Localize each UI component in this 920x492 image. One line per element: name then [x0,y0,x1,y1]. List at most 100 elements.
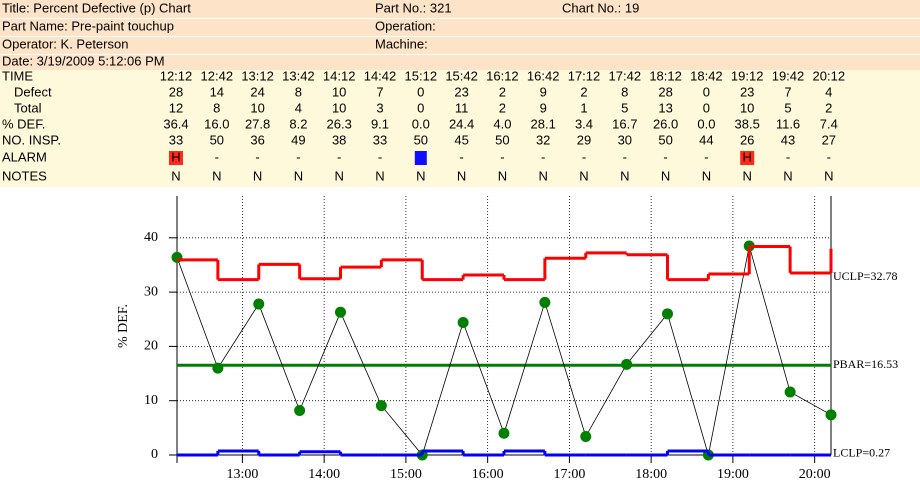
cell: 2 [580,84,587,99]
cell: 14:12 [323,68,356,83]
cell: 16.0 [204,116,229,131]
cell: 8 [213,100,220,115]
cell: N [824,168,833,183]
y-tick-label: 40 [144,230,158,245]
cell: 12:12 [160,68,193,83]
cell: N [171,168,180,183]
limit-label: UCLP=32.78 [833,269,897,283]
row-label: NO. INSP. [2,132,61,147]
operator: Operator: K. Peterson [2,36,128,51]
cell: N [335,168,344,183]
row-label: ALARM [2,149,47,164]
cell: 26 [740,132,754,147]
cell: 11 [455,100,469,115]
row-label: Total [14,100,42,115]
cell: 9.1 [371,116,389,131]
alarm-low [414,151,427,165]
data-point [212,362,224,374]
cell: N [620,168,629,183]
part-no: Part No.: 321 [375,0,452,15]
cell: 30 [618,132,632,147]
date: Date: 3/19/2009 5:12:06 PM [2,53,165,68]
cell: 8.2 [289,116,307,131]
cell: - [296,149,300,164]
cell: - [663,149,667,164]
title: Title: Percent Defective (p) Chart [2,0,191,15]
cell: N [783,168,792,183]
cell: 8 [295,84,302,99]
cell: 15:12 [405,68,438,83]
cell: 50 [495,132,509,147]
cell: 0.0 [412,116,430,131]
cell: N [212,168,221,183]
cell: 5 [784,100,791,115]
cell: 2 [499,84,506,99]
cell: - [582,149,586,164]
cell: 27.8 [245,116,270,131]
cell: N [375,168,384,183]
cell: 50 [658,132,672,147]
cell: 45 [454,132,468,147]
cell: H [171,149,180,164]
cell: 18:42 [690,68,723,83]
x-tick-label: 18:00 [635,467,667,482]
x-tick-label: 14:00 [308,467,340,482]
cell: 10 [332,100,346,115]
cell: 4.0 [493,116,511,131]
cell: - [255,149,259,164]
cell: 10 [250,100,264,115]
data-point [662,308,673,320]
data-point [498,427,510,439]
data-point [825,409,837,421]
cell: N [294,168,303,183]
cell: 0.0 [697,116,715,131]
data-point [457,317,469,329]
cell: 12:42 [201,68,234,83]
cell: 20:12 [813,68,846,83]
cell: N [457,168,466,183]
operation: Operation: [375,18,436,33]
y-tick-label: 30 [144,284,158,299]
cell: 3 [376,100,383,115]
cell: 7.4 [820,116,838,131]
cell: 27 [822,132,836,147]
table: TIME 12:12 12:42 13:12 13:42 14:12 14:42 15:12 1… [2,68,845,183]
cell: - [459,149,463,164]
cell: 2 [825,100,832,115]
cell: 10 [332,84,346,99]
x-tick-label: 19:00 [717,467,749,482]
cell: 23 [740,84,754,99]
cell: N [702,168,711,183]
cell: 13:12 [241,68,274,83]
cell: 33 [169,132,183,147]
chart-no: Chart No.: 19 [562,0,639,15]
cell: - [704,149,708,164]
cell: 7 [376,84,383,99]
cell: 18:12 [649,68,682,83]
cell: 38 [332,132,346,147]
cell: 19:12 [731,68,764,83]
cell: 16:42 [527,68,560,83]
cell: 38.5 [735,116,760,131]
x-tick-label: 13:00 [226,467,258,482]
cell: 4 [825,84,832,99]
cell: 32 [536,132,550,147]
cell: 24.4 [449,116,474,131]
y-axis-label: % DEF. [116,304,131,348]
data-point [294,404,306,416]
row-label: % DEF. [2,116,45,131]
chart-bg [0,187,920,492]
cell: 8 [621,84,628,99]
cell: 33 [373,132,387,147]
data-point [253,298,265,310]
cell: 5 [621,100,628,115]
cell: 7 [784,84,791,99]
cell: 23 [454,84,468,99]
cell: 11.6 [776,116,800,131]
cell: 26.3 [327,116,352,131]
x-tick-label: 20:00 [799,467,831,482]
row-label: NOTES [2,168,47,183]
x-tick-label: 17:00 [553,467,585,482]
cell: 19:42 [772,68,805,83]
